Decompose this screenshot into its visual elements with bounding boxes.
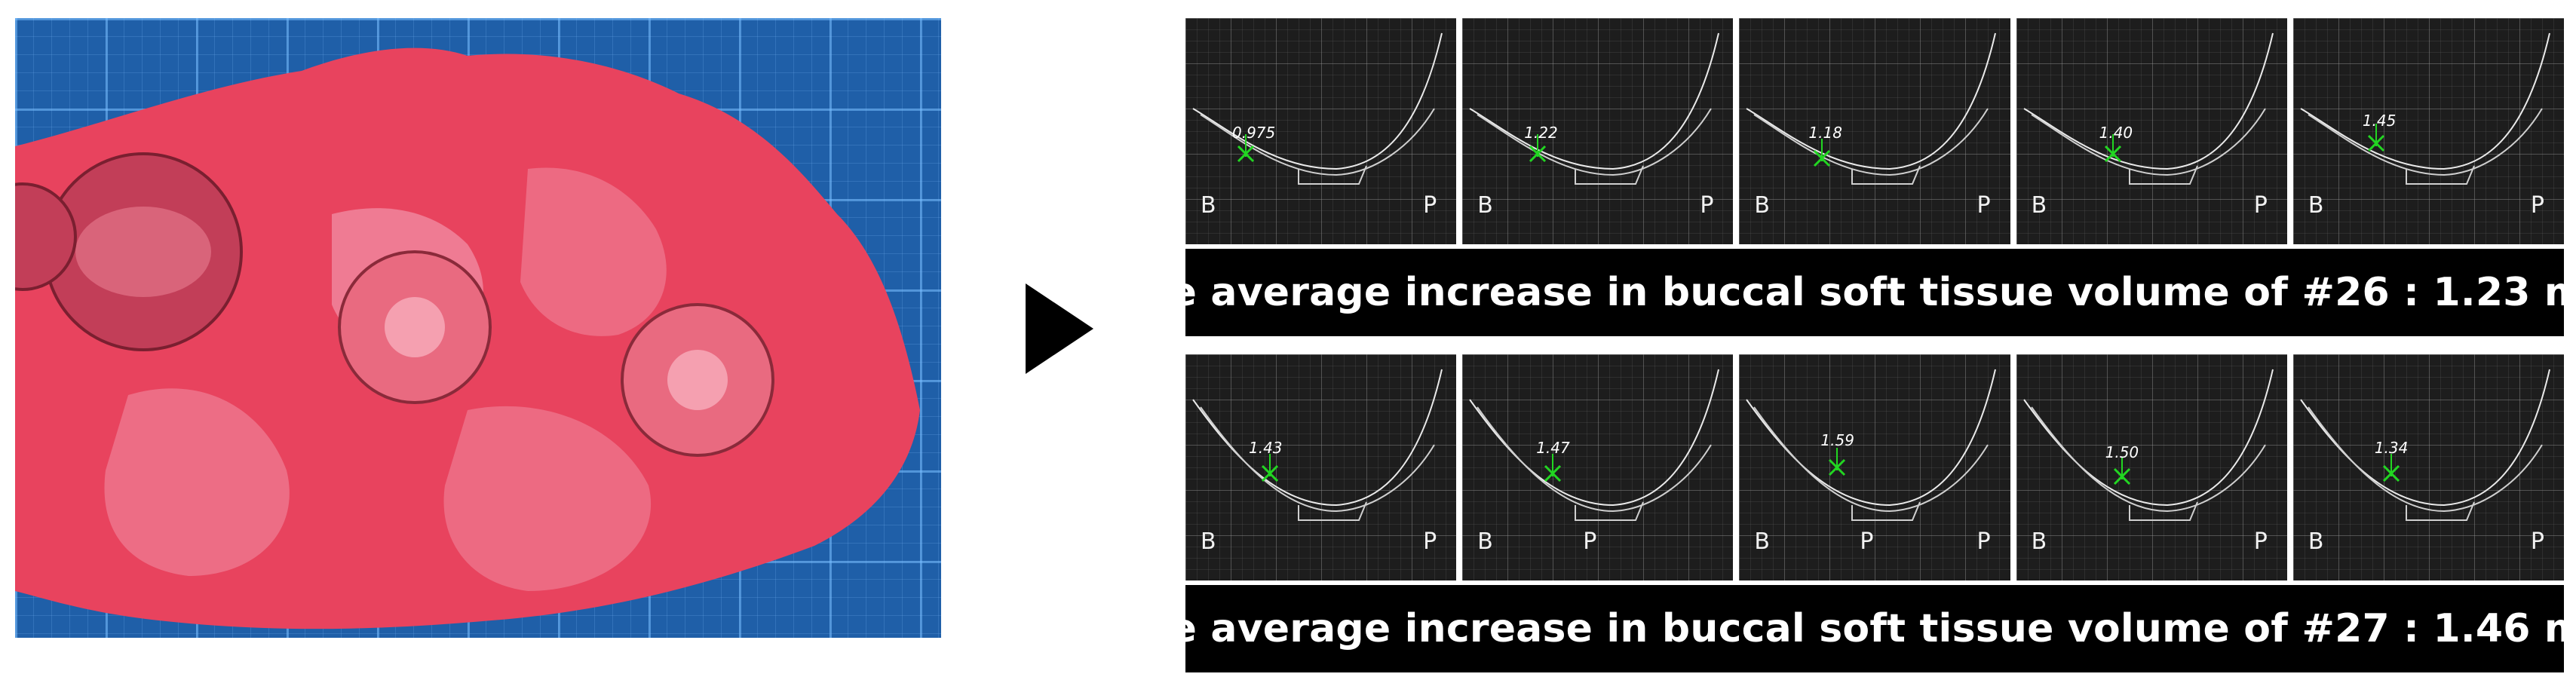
tissue-contour — [2299, 369, 2550, 521]
palatal-label: P — [2253, 528, 2268, 555]
measurement-value: 1.43 — [1249, 439, 1283, 457]
caption-26: the average increase in buccal soft tiss… — [1123, 249, 2576, 336]
cross-section-row-27: 1.43 B P 1.47 B P 1.59 B P P 1.50 B P 1.34 B P — [1185, 354, 2565, 580]
buccal-label: B — [2308, 192, 2324, 219]
cross-section-panel: 1.47 B P — [1462, 354, 1734, 580]
measurement-value: 1.34 — [2374, 439, 2409, 457]
palatal-label: P — [1423, 528, 1437, 555]
tissue-contour — [1469, 32, 1720, 185]
cross-section-panel: 1.43 B P — [1185, 354, 1457, 580]
cross-section-panel: 1.40 B P — [2016, 18, 2287, 244]
measurement-value: 1.22 — [1524, 124, 1558, 142]
tissue-contour — [2300, 32, 2550, 185]
palatal-label: P — [1583, 528, 1597, 555]
cross-section-panel: 1.18 B P — [1739, 18, 2010, 244]
measurement-value: 1.47 — [1536, 439, 1570, 457]
buccal-label: B — [1477, 192, 1493, 219]
cross-section-panel: 1.59 B P P — [1739, 354, 2010, 580]
measurement-value: 1.45 — [2362, 112, 2397, 130]
tissue-contour — [1746, 369, 1997, 521]
cross-section-panel: 0.975 B P — [1185, 18, 1457, 244]
buccal-label: B — [1201, 528, 1216, 555]
buccal-label: B — [1754, 192, 1770, 219]
palatal-label: P — [1976, 528, 1991, 555]
buccal-label: B — [1201, 192, 1216, 219]
cross-section-panel: 1.22 B P — [1462, 18, 1734, 244]
palatal-label: P — [2253, 192, 2268, 219]
palatal-label: P — [2530, 528, 2545, 555]
palatal-label: P — [1976, 192, 1991, 219]
tissue-contour — [1746, 32, 1997, 185]
tissue-contour — [1192, 32, 1443, 185]
measurement-value: 1.50 — [2105, 443, 2139, 461]
palatal-label: P — [1423, 192, 1437, 219]
measurement-value: 1.18 — [1808, 124, 1842, 142]
cross-section-panel: 1.34 B P — [2292, 354, 2565, 580]
cross-section-panel: 1.45 B P — [2292, 18, 2565, 244]
buccal-label: B — [1477, 528, 1493, 555]
cross-section-panel: 1.50 B P — [2016, 354, 2287, 580]
intraoral-scan-image — [15, 18, 941, 638]
palatal-label: P — [1860, 528, 1874, 555]
cross-section-row-26: 0.975 B P 1.22 B P 1.18 B P 1.40 B P 1.45 B P — [1185, 18, 2565, 244]
buccal-label: B — [2031, 192, 2047, 219]
buccal-label: B — [2031, 528, 2047, 555]
measurement-value: 1.59 — [1820, 431, 1854, 449]
right-arrow-icon — [1026, 283, 1093, 374]
soft-tissue-overlay — [15, 47, 920, 629]
tissue-contour — [1469, 369, 1720, 521]
tissue-contour — [1192, 369, 1443, 521]
measurement-value: 1.40 — [2099, 124, 2133, 142]
buccal-label: B — [1754, 528, 1770, 555]
caption-27: the average increase in buccal soft tiss… — [1123, 585, 2576, 672]
palatal-label: P — [2530, 192, 2545, 219]
tissue-contour — [2023, 32, 2274, 185]
tissue-contour — [2022, 369, 2274, 521]
buccal-label: B — [2308, 528, 2324, 555]
measurement-value: 0.975 — [1232, 124, 1276, 142]
palatal-label: P — [1700, 192, 1714, 219]
